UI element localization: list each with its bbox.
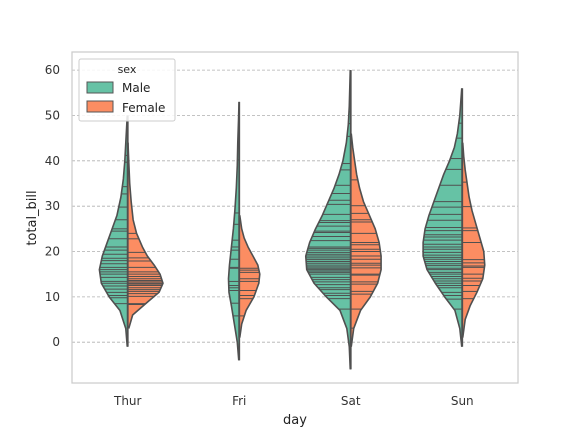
- y-tick-label: 0: [52, 335, 60, 349]
- violin-body: [305, 70, 351, 370]
- violin-sat-female: [349, 133, 382, 347]
- violin-thur-female: [126, 142, 164, 329]
- violin-sun-male: [422, 88, 464, 347]
- violin-body: [239, 215, 260, 338]
- legend-title: sex: [118, 63, 137, 76]
- violin-outline: [238, 215, 261, 338]
- violin-outline: [127, 142, 164, 329]
- violin-body: [350, 133, 382, 347]
- violin-outline: [461, 142, 486, 338]
- violin-outline: [350, 133, 382, 347]
- y-tick-label: 10: [45, 290, 60, 304]
- violin-outline: [304, 70, 352, 370]
- plot-frame: [71, 51, 519, 384]
- legend-swatch-female: [86, 100, 114, 113]
- y-axis-label: total_bill: [25, 190, 40, 245]
- violin-outline: [227, 101, 240, 361]
- y-tick-label: 20: [45, 245, 60, 259]
- y-tick-label: 30: [45, 199, 60, 213]
- y-tick-label: 50: [45, 108, 60, 122]
- violin-outline: [98, 115, 129, 347]
- x-ticks: Thur Fri Sat Sun: [113, 394, 474, 408]
- x-tick-label: Sat: [341, 394, 361, 408]
- x-tick-label: Sun: [451, 394, 474, 408]
- legend-swatch-male: [86, 81, 114, 94]
- violin-fri-female: [238, 215, 261, 338]
- x-tick-label: Fri: [232, 394, 246, 408]
- violins: [98, 70, 486, 370]
- violin-sun-female: [461, 142, 486, 338]
- x-axis-label: day: [283, 413, 307, 428]
- violin-outline: [422, 88, 463, 347]
- y-tick-label: 60: [45, 63, 60, 77]
- y-tick-label: 40: [45, 154, 60, 168]
- legend-entry-male: Male: [122, 81, 150, 95]
- legend: sex Male Female: [78, 58, 176, 122]
- y-ticks: 0 10 20 30 40 50 60: [45, 63, 60, 349]
- x-tick-label: Thur: [113, 394, 142, 408]
- legend-entry-female: Female: [122, 101, 165, 115]
